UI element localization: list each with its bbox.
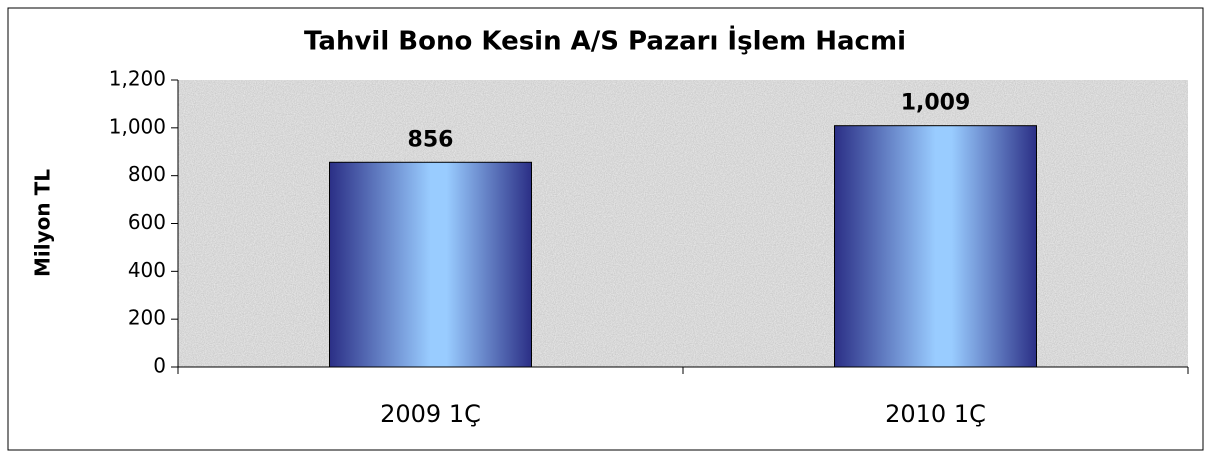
y-tick-label: 1,200 — [109, 67, 166, 91]
value-label: 856 — [408, 127, 454, 152]
y-tick-label: 200 — [128, 306, 166, 330]
chart-title: Tahvil Bono Kesin A/S Pazarı İşlem Hacmi — [304, 25, 906, 57]
y-tick-label: 0 — [153, 354, 166, 378]
y-tick-label: 1,000 — [109, 114, 166, 138]
value-label: 1,009 — [901, 91, 971, 116]
y-tick-label: 800 — [128, 162, 166, 186]
y-tick-label: 600 — [128, 210, 166, 234]
x-tick-label: 2010 1Ç — [885, 400, 986, 428]
y-axis-label: Milyon TL — [31, 169, 55, 277]
bar — [834, 125, 1037, 368]
y-tick-label: 400 — [128, 258, 166, 282]
x-tick-label: 2009 1Ç — [380, 400, 481, 428]
bar — [329, 161, 532, 368]
